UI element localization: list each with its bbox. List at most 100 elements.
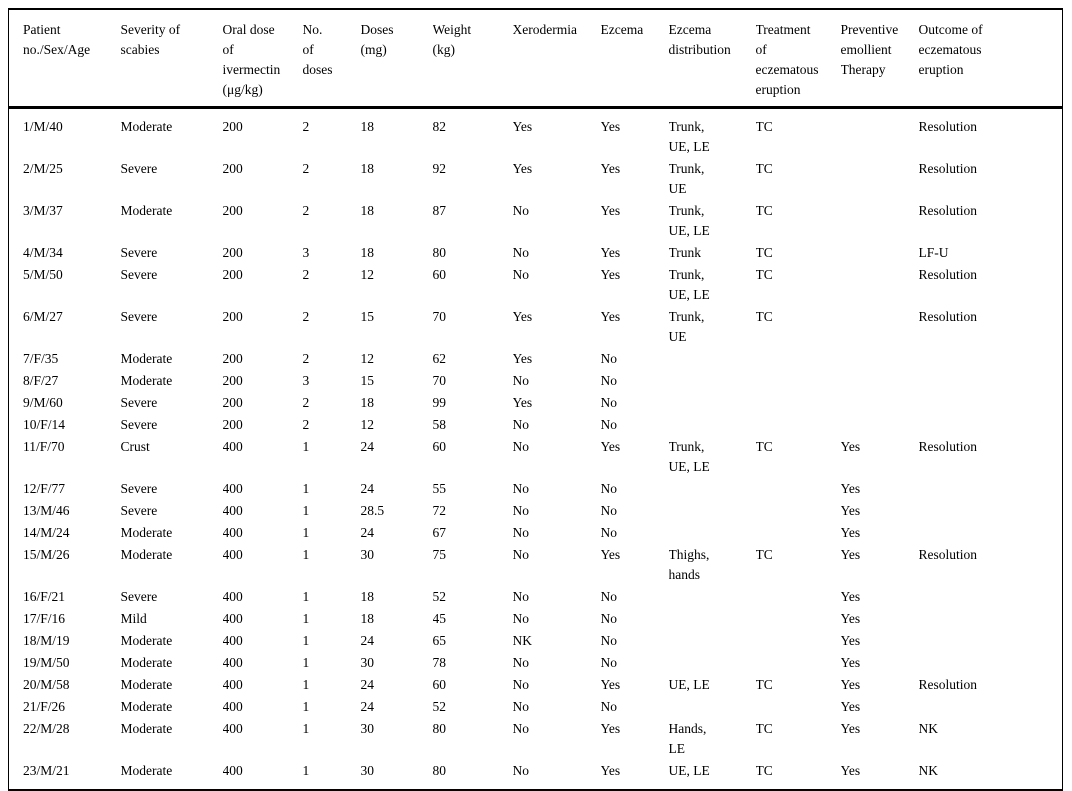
cell-weight-kg: 62 xyxy=(432,351,447,366)
cell-preventive-emollient: Yes xyxy=(840,481,861,496)
cell-severity: Moderate xyxy=(120,119,173,134)
cell-xerodermia: No xyxy=(512,417,530,432)
cell-ezcema-distribution xyxy=(669,696,756,718)
cell-preventive-emollient xyxy=(841,108,919,159)
cell-xerodermia: No xyxy=(512,547,530,562)
table-row: 21/F/26 Moderate 400 1 24 52 No No Yes xyxy=(9,696,1063,718)
cell-patient: 11/F/70 xyxy=(23,439,65,454)
cell-doses-mg: 18 xyxy=(360,161,375,176)
cell-no-of-doses: 2 xyxy=(302,309,310,324)
table-row: 12/F/77 Severe 400 1 24 55 No No Yes xyxy=(9,478,1063,500)
cell-patient: 17/F/16 xyxy=(23,611,66,626)
cell-no-of-doses: 1 xyxy=(302,481,310,496)
cell-treatment xyxy=(756,370,841,392)
table-row: 13/M/46 Severe 400 1 28.5 72 No No Yes xyxy=(9,500,1063,522)
cell-outcome xyxy=(919,370,1063,392)
cell-outcome xyxy=(919,586,1063,608)
cell-oral-dose: 400 xyxy=(222,699,243,714)
cell-doses-mg: 12 xyxy=(360,417,375,432)
cell-doses-mg: 12 xyxy=(360,351,375,366)
cell-ezcema-distribution xyxy=(669,414,756,436)
cell-ezcema: Yes xyxy=(600,119,621,134)
cell-treatment xyxy=(756,478,841,500)
cell-no-of-doses: 2 xyxy=(302,267,310,282)
cell-severity: Severe xyxy=(120,161,158,176)
table-row: 19/M/50 Moderate 400 1 30 78 No No Yes xyxy=(9,652,1063,674)
cell-ezcema: No xyxy=(600,417,618,432)
cell-oral-dose: 200 xyxy=(222,161,243,176)
cell-preventive-emollient xyxy=(841,348,919,370)
cell-no-of-doses: 1 xyxy=(302,547,310,562)
cell-xerodermia: No xyxy=(512,525,530,540)
cell-xerodermia: Yes xyxy=(512,161,533,176)
cell-doses-mg: 18 xyxy=(360,245,375,260)
cell-severity: Moderate xyxy=(120,203,173,218)
cell-doses-mg: 28.5 xyxy=(360,503,385,518)
cell-xerodermia: No xyxy=(512,589,530,604)
cell-treatment xyxy=(756,522,841,544)
cell-outcome: Resolution xyxy=(918,439,978,454)
cell-xerodermia: No xyxy=(512,655,530,670)
cell-weight-kg: 58 xyxy=(432,417,447,432)
cell-preventive-emollient xyxy=(841,306,919,348)
cell-preventive-emollient xyxy=(841,242,919,264)
cell-treatment: TC xyxy=(755,763,773,778)
cell-treatment xyxy=(756,696,841,718)
cell-outcome xyxy=(919,652,1063,674)
table-row: 15/M/26 Moderate 400 1 30 75 No Yes Thighs, hand… xyxy=(9,544,1063,586)
cell-outcome: Resolution xyxy=(918,677,978,692)
cell-preventive-emollient: Yes xyxy=(840,677,861,692)
cell-ezcema-distribution xyxy=(669,392,756,414)
cell-ezcema-distribution: UE, LE xyxy=(668,677,710,692)
cell-preventive-emollient: Yes xyxy=(840,699,861,714)
cell-treatment: TC xyxy=(755,119,773,134)
cell-xerodermia: No xyxy=(512,503,530,518)
cell-xerodermia: No xyxy=(512,245,530,260)
cell-severity: Severe xyxy=(120,245,158,260)
cell-ezcema-distribution: Hands, LE xyxy=(668,721,707,756)
cell-patient: 12/F/77 xyxy=(23,481,66,496)
cell-preventive-emollient: Yes xyxy=(840,763,861,778)
cell-weight-kg: 75 xyxy=(432,547,447,562)
cell-doses-mg: 15 xyxy=(360,309,375,324)
cell-no-of-doses: 1 xyxy=(302,763,310,778)
cell-treatment xyxy=(756,630,841,652)
cell-severity: Severe xyxy=(120,309,158,324)
cell-treatment: TC xyxy=(755,439,773,454)
cell-preventive-emollient xyxy=(841,264,919,306)
cell-doses-mg: 18 xyxy=(360,395,375,410)
cell-ezcema: No xyxy=(600,633,618,648)
cell-weight-kg: 45 xyxy=(432,611,447,626)
cell-outcome: NK xyxy=(918,721,939,736)
cell-outcome xyxy=(919,414,1063,436)
cell-patient: 9/M/60 xyxy=(23,395,63,410)
cell-oral-dose: 200 xyxy=(222,203,243,218)
cell-treatment: TC xyxy=(755,161,773,176)
table-row: 7/F/35 Moderate 200 2 12 62 Yes No xyxy=(9,348,1063,370)
cell-severity: Severe xyxy=(120,395,158,410)
cell-doses-mg: 18 xyxy=(360,119,375,134)
column-header-severity: Severity of scabies xyxy=(120,9,223,109)
cell-no-of-doses: 2 xyxy=(302,203,310,218)
cell-preventive-emollient: Yes xyxy=(840,503,861,518)
cell-preventive-emollient: Yes xyxy=(840,525,861,540)
cell-ezcema-distribution: Trunk, UE, LE xyxy=(668,439,710,474)
cell-patient: 14/M/24 xyxy=(23,525,70,540)
cell-weight-kg: 65 xyxy=(432,633,447,648)
cell-doses-mg: 24 xyxy=(360,677,375,692)
cell-oral-dose: 400 xyxy=(222,589,243,604)
cell-doses-mg: 24 xyxy=(360,439,375,454)
cell-severity: Moderate xyxy=(120,677,173,692)
cell-oral-dose: 200 xyxy=(222,119,243,134)
column-header-preventive-emollient: Preventive emollient Therapy xyxy=(840,9,919,109)
cell-outcome: Resolution xyxy=(918,547,978,562)
cell-severity: Crust xyxy=(120,439,150,454)
cell-ezcema: Yes xyxy=(600,203,621,218)
table-row: 18/M/19 Moderate 400 1 24 65 NK No Yes xyxy=(9,630,1063,652)
cell-oral-dose: 400 xyxy=(222,481,243,496)
cell-severity: Moderate xyxy=(120,763,173,778)
cell-doses-mg: 18 xyxy=(360,611,375,626)
cell-treatment: TC xyxy=(755,547,773,562)
cell-patient: 20/M/58 xyxy=(23,677,70,692)
